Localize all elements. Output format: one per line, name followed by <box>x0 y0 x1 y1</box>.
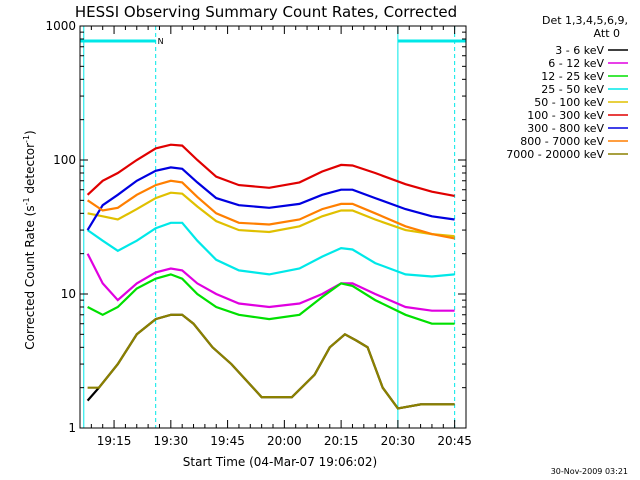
series-line-100to300kev <box>86 143 455 197</box>
x-tick-label: 20:00 <box>267 434 302 448</box>
y-axis-label-mid: detector <box>23 143 37 198</box>
series-line-25to50kev <box>86 221 455 278</box>
y-axis: 1 10 100 1000 <box>45 19 466 435</box>
series-line-300to800kev <box>86 166 455 231</box>
y-axis-label-main: Corrected Count Rate (s <box>23 205 37 349</box>
chart-title: HESSI Observing Summary Count Rates, Cor… <box>75 3 457 21</box>
series-line-7000to20000kev <box>87 313 455 410</box>
plot-area: N <box>80 26 466 428</box>
legend-label-25to50kev: 25 - 50 keV <box>541 83 604 96</box>
series-line-800to7000kev <box>86 179 455 240</box>
legend-label-800to7000kev: 800 - 7000 keV <box>520 135 604 148</box>
x-axis-label: Start Time (04-Mar-07 19:06:02) <box>183 455 377 469</box>
legend-label-50to100kev: 50 - 100 keV <box>534 96 604 109</box>
legend-header-line2: Att 0 <box>594 27 620 40</box>
y-axis-label-sup2: -1 <box>22 135 31 143</box>
series-line-6to12kev <box>86 253 455 312</box>
legend-label-100to300kev: 100 - 300 keV <box>527 109 604 122</box>
x-tick-label: 20:45 <box>437 434 472 448</box>
legend-label-3to6kev: 3 - 6 keV <box>555 44 604 57</box>
x-axis: 19:15 19:30 19:45 20:00 20:15 20:30 20:45 <box>90 26 472 448</box>
y-tick-label: 100 <box>53 153 76 167</box>
legend-header-line1: Det 1,3,4,5,6,9, <box>542 14 628 27</box>
x-tick-label: 19:45 <box>210 434 245 448</box>
legend-label-7000to20000kev: 7000 - 20000 keV <box>506 148 604 161</box>
y-axis-label-sup1: -1 <box>22 197 31 205</box>
y-axis-label: Corrected Count Rate (s-1 detector-1) <box>22 130 37 349</box>
x-tick-label: 20:30 <box>381 434 416 448</box>
legend-label-12to25kev: 12 - 25 keV <box>541 70 604 83</box>
y-tick-label: 1000 <box>45 19 76 33</box>
series-line-50to100kev <box>87 191 455 238</box>
x-tick-label: 20:15 <box>324 434 359 448</box>
x-tick-label: 19:30 <box>154 434 189 448</box>
series-line-12to25kev <box>87 273 455 325</box>
legend-label-6to12kev: 6 - 12 keV <box>548 57 604 70</box>
y-axis-label-end: ) <box>23 130 37 135</box>
x-tick-label: 19:15 <box>97 434 132 448</box>
y-tick-label: 10 <box>61 287 76 301</box>
timestamp: 30-Nov-2009 03:21 <box>551 467 628 476</box>
legend-label-300to800kev: 300 - 800 keV <box>527 122 604 135</box>
night-bar-label: N <box>158 37 164 46</box>
y-tick-label: 1 <box>68 421 76 435</box>
